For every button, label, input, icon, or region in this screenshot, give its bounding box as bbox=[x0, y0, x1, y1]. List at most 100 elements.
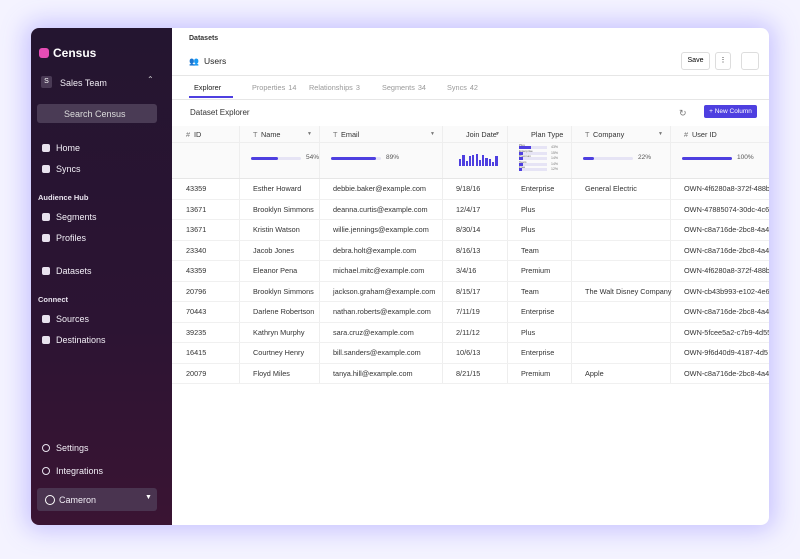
nav-icon bbox=[42, 165, 50, 173]
workspace-toggle[interactable]: ⌃ bbox=[147, 75, 154, 84]
row-border bbox=[172, 280, 769, 282]
cell: OWN-47885074-30dc-4c6 bbox=[684, 204, 769, 214]
row-border bbox=[172, 342, 769, 343]
cell: tanya.hill@example.com bbox=[333, 368, 413, 378]
nav-item[interactable]: Profiles bbox=[56, 233, 87, 243]
histogram-bar bbox=[462, 155, 465, 166]
cell: Plus bbox=[521, 225, 536, 234]
column-name: Company bbox=[593, 130, 625, 139]
column-icon: # bbox=[186, 130, 191, 139]
histogram-bar bbox=[478, 160, 482, 166]
column-border bbox=[319, 126, 320, 383]
dist-bar bbox=[519, 146, 532, 149]
fill-label: 54% bbox=[306, 154, 320, 161]
page-title: Users bbox=[204, 56, 227, 66]
cell: Plus bbox=[521, 204, 536, 214]
fill-bar bbox=[251, 157, 278, 160]
row-border bbox=[172, 260, 769, 261]
main: Datasets 👥 Users Save ⋮ Dataset Explorer… bbox=[172, 28, 769, 525]
row-border bbox=[172, 383, 769, 384]
tab[interactable]: Properties 14 bbox=[252, 83, 296, 92]
cell: Jacob Jones bbox=[253, 245, 294, 255]
cell: Darlene Robertson bbox=[253, 307, 315, 316]
sort-caret[interactable]: ▼ bbox=[658, 131, 663, 137]
column-name: User ID bbox=[692, 130, 717, 139]
fill-label: 89% bbox=[386, 154, 400, 161]
nav-item[interactable]: Sources bbox=[56, 314, 90, 324]
tab[interactable]: Explorer bbox=[194, 83, 221, 92]
dist-track bbox=[519, 168, 547, 171]
nav-item[interactable]: Syncs bbox=[56, 164, 81, 174]
refresh-button[interactable]: ↻ bbox=[679, 108, 687, 118]
cell: 43359 bbox=[186, 184, 207, 193]
workspace[interactable]: Sales Team bbox=[60, 78, 107, 88]
row-border bbox=[172, 198, 769, 200]
nav-icon bbox=[42, 467, 50, 475]
cell: 2/11/12 bbox=[456, 327, 480, 337]
histogram-bar bbox=[472, 155, 475, 166]
user-menu[interactable] bbox=[37, 488, 157, 511]
column-border bbox=[442, 126, 443, 383]
column-icon: # bbox=[684, 130, 689, 139]
tab-count: 3 bbox=[355, 83, 360, 92]
cell: 39235 bbox=[186, 327, 207, 337]
divider bbox=[172, 75, 769, 76]
nav-item[interactable]: Settings bbox=[56, 443, 89, 453]
nav-icon bbox=[42, 234, 50, 242]
tab[interactable]: Relationships 3 bbox=[309, 83, 360, 92]
cell: 8/21/15 bbox=[456, 368, 481, 378]
cell: Kristin Watson bbox=[253, 225, 300, 234]
table: # ID T Name ▼ 54% T Email ▼ 89% Join Date ▼ Plan Typ… bbox=[172, 126, 769, 525]
tab-label: Relationships bbox=[309, 83, 353, 92]
cell: OWN-cb43b993-e102-4e6 bbox=[684, 286, 769, 296]
tab[interactable]: Syncs 42 bbox=[447, 83, 478, 92]
sidebar: Census S Sales Team ⌃ Search Census Came… bbox=[31, 28, 172, 525]
breadcrumb[interactable]: Datasets bbox=[189, 35, 219, 42]
more-button[interactable]: ⋮ bbox=[715, 52, 731, 70]
tab-label: Segments bbox=[382, 83, 415, 92]
search-placeholder: Search Census bbox=[64, 109, 126, 119]
new-column-button[interactable]: + New Column bbox=[704, 105, 757, 118]
cell: 16415 bbox=[186, 348, 207, 357]
search-box[interactable] bbox=[37, 104, 157, 123]
dist-name: Free bbox=[519, 165, 526, 169]
fill-track bbox=[583, 157, 633, 160]
column-border bbox=[571, 126, 572, 383]
sort-caret[interactable]: ▼ bbox=[430, 131, 435, 137]
cell: Brooklyn Simmons bbox=[253, 204, 314, 214]
dist-name: Enterprise bbox=[519, 148, 533, 153]
dist-label: 43% bbox=[551, 145, 559, 149]
cell: Courtney Henry bbox=[253, 348, 305, 357]
user-caret: ▼ bbox=[145, 494, 152, 501]
nav-item[interactable]: Integrations bbox=[56, 466, 104, 476]
column-border bbox=[239, 126, 240, 383]
sort-caret[interactable]: ▼ bbox=[307, 131, 312, 137]
panel-button[interactable] bbox=[741, 52, 759, 70]
nav-item[interactable]: Destinations bbox=[56, 335, 106, 345]
cell: 8/15/17 bbox=[456, 286, 481, 296]
column-border bbox=[507, 126, 508, 383]
cell: 10/6/13 bbox=[456, 348, 481, 357]
brand: Census bbox=[53, 46, 97, 60]
tab-label: Syncs bbox=[447, 83, 467, 92]
nav-item[interactable]: Home bbox=[56, 143, 81, 153]
sort-caret[interactable]: ▼ bbox=[495, 131, 500, 137]
save-button[interactable]: Save bbox=[681, 52, 710, 70]
row-border bbox=[172, 219, 769, 220]
cell: 12/4/17 bbox=[456, 204, 481, 214]
cell: deanna.curtis@example.com bbox=[333, 204, 428, 214]
column-name: Email bbox=[341, 130, 360, 139]
tab-label: Properties bbox=[252, 83, 286, 92]
dist-label: 12% bbox=[551, 167, 559, 171]
cell: 13671 bbox=[186, 225, 207, 234]
user-icon bbox=[45, 495, 55, 505]
tab[interactable]: Segments 34 bbox=[382, 83, 426, 92]
nav-item[interactable]: Segments bbox=[56, 212, 97, 222]
nav-item[interactable]: Datasets bbox=[56, 266, 92, 276]
cell: Floyd Miles bbox=[253, 368, 290, 378]
cell: nathan.roberts@example.com bbox=[333, 307, 431, 316]
cell: Esther Howard bbox=[253, 184, 302, 193]
dist-name: Team bbox=[519, 159, 527, 164]
cell: 20079 bbox=[186, 368, 207, 378]
